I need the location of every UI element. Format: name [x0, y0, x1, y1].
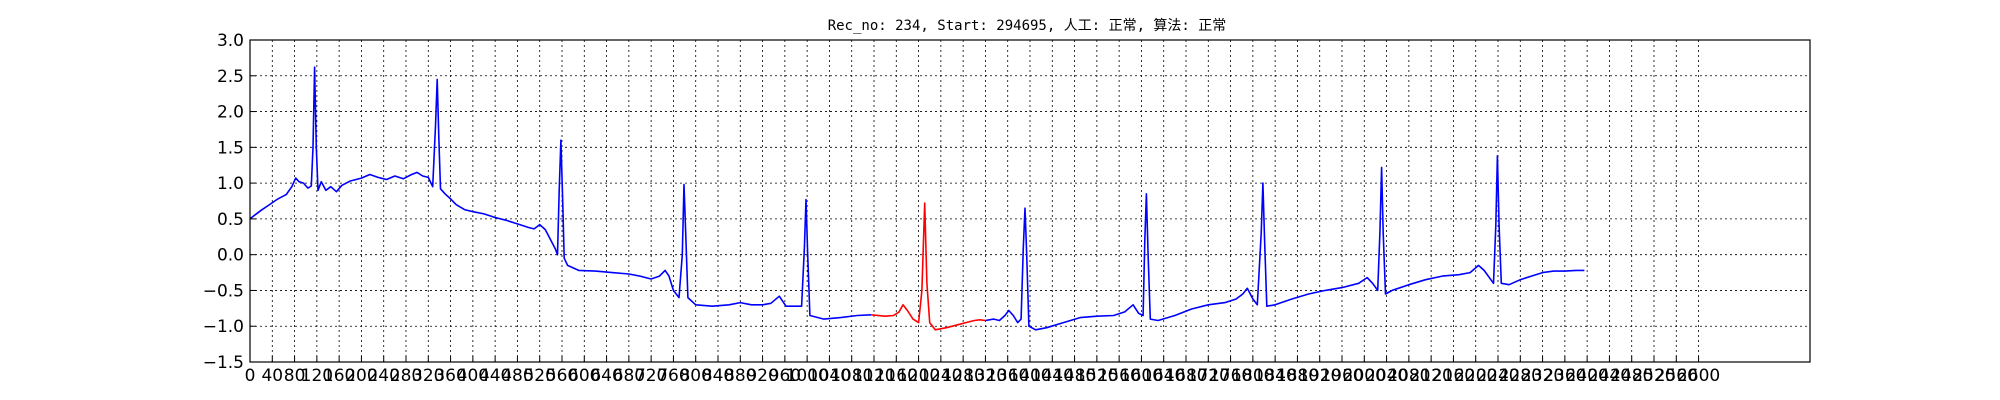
x-tick-label: 40 — [261, 366, 283, 386]
y-tick-label: 1.5 — [217, 138, 244, 158]
x-tick-label: 2520 — [1632, 366, 1675, 386]
y-tick-label: 0.5 — [217, 210, 244, 230]
chart-title: Rec_no: 234, Start: 294695, 人工: 正常, 算法: … — [828, 18, 1227, 34]
y-tick-label: −1.5 — [203, 353, 244, 373]
x-tick-label: 2080 — [1387, 366, 1430, 386]
x-tick-label: 280 — [390, 366, 422, 386]
grid-lines — [250, 40, 1810, 362]
x-tick-label: 2400 — [1566, 366, 1609, 386]
series-line-3 — [985, 155, 1585, 331]
x-tick-label: 400 — [457, 366, 489, 386]
y-tick-label: −0.5 — [203, 281, 244, 301]
x-tick-label: 600 — [568, 366, 600, 386]
x-tick-label: 840 — [702, 366, 734, 386]
x-tick-label: 2240 — [1476, 366, 1519, 386]
x-tick-label: 80 — [284, 366, 306, 386]
x-tick-label: 240 — [367, 366, 399, 386]
x-tick-label: 1680 — [1164, 366, 1207, 386]
x-tick-label: 1520 — [1075, 366, 1118, 386]
x-tick-label: 2560 — [1655, 366, 1698, 386]
x-tick-label: 2280 — [1499, 366, 1542, 386]
x-tick-label: 1920 — [1298, 366, 1341, 386]
x-tick-label: 720 — [635, 366, 667, 386]
x-tick-label: 1280 — [942, 366, 985, 386]
y-tick-label: 2.0 — [217, 103, 244, 123]
x-tick-label: 1800 — [1231, 366, 1274, 386]
x-tick-label: 520 — [523, 366, 555, 386]
x-tick-label: 1000 — [786, 366, 829, 386]
y-tick-label: 2.5 — [217, 67, 244, 87]
x-tick-label: 1640 — [1142, 366, 1185, 386]
x-tick-label: 1560 — [1098, 366, 1141, 386]
x-tick-label: 2040 — [1365, 366, 1408, 386]
x-tick-label: 1160 — [875, 366, 918, 386]
x-tick-label: 0 — [245, 366, 256, 386]
series-line-1 — [249, 66, 872, 320]
x-tick-label: 640 — [590, 366, 622, 386]
y-tick-label: 0.0 — [217, 246, 244, 266]
x-tick-label: 2320 — [1521, 366, 1564, 386]
x-tick-label: 880 — [724, 366, 756, 386]
x-tick-label: 440 — [479, 366, 511, 386]
x-tick-label: 1400 — [1008, 366, 1051, 386]
x-tick-label: 200 — [345, 366, 377, 386]
x-tick-label: 1840 — [1254, 366, 1297, 386]
x-tick-label: 360 — [434, 366, 466, 386]
x-tick-label: 1320 — [964, 366, 1007, 386]
x-tick-label: 2600 — [1677, 366, 1720, 386]
x-tick-label: 1240 — [919, 366, 962, 386]
x-tick-label: 2200 — [1454, 366, 1497, 386]
x-tick-label: 2120 — [1410, 366, 1453, 386]
x-tick-label: 920 — [746, 366, 778, 386]
x-tick-label: 1200 — [897, 366, 940, 386]
x-tick-label: 120 — [301, 366, 333, 386]
y-axis-ticks: 3.0 2.5 2.0 1.5 1.0 0.5 0.0 −0.5 −1.0 −1.5 — [203, 31, 256, 373]
x-tick-label: 1720 — [1187, 366, 1230, 386]
x-tick-label: 680 — [613, 366, 645, 386]
x-tick-label: 1880 — [1276, 366, 1319, 386]
x-tick-label: 2440 — [1588, 366, 1631, 386]
x-tick-label: 800 — [679, 366, 711, 386]
x-tick-label: 1600 — [1120, 366, 1163, 386]
series-layer — [249, 66, 1585, 331]
y-tick-label: −1.0 — [203, 317, 244, 337]
x-tick-label: 1040 — [808, 366, 851, 386]
series-line-2 — [871, 202, 986, 331]
x-tick-label: 2360 — [1543, 366, 1586, 386]
x-tick-label: 1440 — [1031, 366, 1074, 386]
x-tick-label: 160 — [323, 366, 355, 386]
x-tick-label: 2000 — [1343, 366, 1386, 386]
x-tick-label: 1760 — [1209, 366, 1252, 386]
x-tick-label: 2160 — [1432, 366, 1475, 386]
x-tick-label: 1080 — [830, 366, 873, 386]
x-tick-label: 1480 — [1053, 366, 1096, 386]
x-axis-ticks: 0 40 8012016020024028032036040044048052056… — [245, 356, 1720, 386]
x-tick-label: 960 — [769, 366, 801, 386]
x-tick-label: 480 — [501, 366, 533, 386]
y-tick-label: 1.0 — [217, 174, 244, 194]
x-tick-label: 1360 — [986, 366, 1029, 386]
x-tick-label: 560 — [546, 366, 578, 386]
x-tick-label: 1960 — [1320, 366, 1363, 386]
x-tick-label: 760 — [657, 366, 689, 386]
x-tick-label: 320 — [412, 366, 444, 386]
y-tick-label: 3.0 — [217, 31, 244, 51]
x-tick-label: 1120 — [852, 366, 895, 386]
x-tick-label: 2480 — [1610, 366, 1653, 386]
